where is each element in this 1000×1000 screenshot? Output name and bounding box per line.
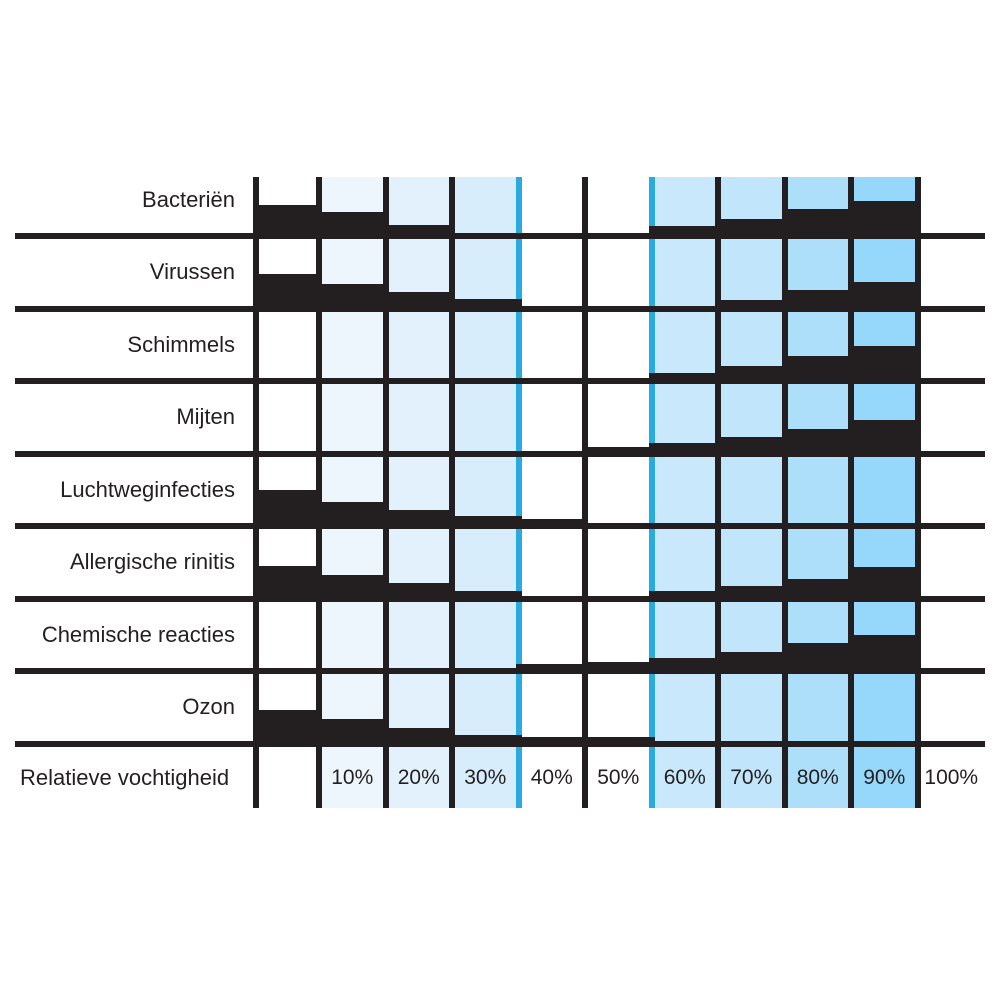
risk-wedge-segment [316,283,389,312]
risk-wedge-segment [715,585,788,602]
risk-wedge-segment [382,225,455,239]
risk-wedge-segment [781,289,854,312]
risk-wedge-segment [382,510,455,529]
risk-wedge-segment [648,590,721,602]
row-label: Bacteriën [142,186,235,212]
risk-wedge-segment [848,419,921,457]
risk-wedge-segment [781,643,854,674]
risk-wedge-segment [449,516,522,529]
grid-line-vertical [914,177,921,808]
humidity-tick-label: 90% [863,766,906,789]
risk-wedge-segment [515,519,588,529]
risk-wedge-segment [848,281,921,312]
risk-wedge-segment [648,226,721,239]
risk-wedge-segment [253,565,322,602]
humidity-tick-label: 30% [464,766,507,789]
column-fill [784,177,851,808]
x-axis-title: Relatieve vochtigheid [20,765,230,790]
row-label: Schimmels [127,331,235,357]
row-label: Luchtweginfecties [60,476,235,502]
risk-wedge-segment [316,718,389,747]
column-fill [452,177,519,808]
risk-wedge-segment [316,574,389,602]
grid-line-vertical [382,177,389,808]
column-fill [319,177,386,808]
humidity-tick-label: 40% [530,766,573,789]
risk-wedge-segment [316,502,389,529]
risk-wedge-segment [382,727,455,747]
risk-wedge-segment [253,273,322,312]
risk-wedge-segment [582,736,655,747]
risk-wedge-segment [781,356,854,384]
risk-wedge-segment [382,291,455,312]
column-fill [718,177,785,808]
column-fill [851,177,918,808]
row-label: Virussen [149,259,235,285]
risk-wedge-segment [848,201,921,239]
risk-wedge-segment [848,346,921,384]
grid-line-vertical [582,177,588,808]
risk-wedge-segment [449,734,522,747]
grid-line-vertical [781,177,788,808]
row-label: Ozon [182,694,235,720]
humidity-tick-label: 60% [663,766,706,789]
row-label: Chemische reacties [41,621,235,647]
grid-line-vertical [848,177,854,808]
risk-wedge-segment [648,373,721,384]
row-label: Mijten [176,404,235,430]
risk-wedge-segment [316,212,389,239]
grid-line-horizontal [15,378,985,384]
risk-wedge-segment [848,635,921,674]
grid-line-vertical [715,177,721,808]
risk-wedge-segment [848,566,921,602]
optimal-zone-line [515,177,522,808]
humidity-tick-label: 100% [924,766,979,789]
risk-wedge-segment [582,662,655,674]
risk-wedge-segment [253,709,322,747]
grid-line-vertical [449,177,455,808]
column-fill [651,177,718,808]
grid-line-horizontal [15,233,985,239]
risk-wedge-segment [781,428,854,457]
risk-wedge-segment [781,209,854,239]
risk-wedge-segment [449,590,522,602]
humidity-tick-label: 50% [597,766,640,789]
grid-line-horizontal [15,668,985,674]
risk-wedge-segment [715,219,788,239]
optimal-zone-line [648,177,655,808]
risk-wedge-segment [781,578,854,602]
risk-wedge-segment [648,658,721,674]
risk-wedge-segment [515,736,588,747]
humidity-tick-label: 20% [397,766,440,789]
risk-wedge-segment [582,446,655,457]
row-label: Allergische rinitis [69,549,235,575]
column-fill [385,177,452,808]
risk-wedge-segment [253,490,322,529]
risk-wedge-segment [253,205,322,239]
humidity-tick-label: 10% [331,766,374,789]
humidity-tick-label: 70% [730,766,773,789]
risk-wedge-segment [715,436,788,457]
risk-wedge-segment [449,298,522,312]
grid-line-horizontal [15,450,985,457]
risk-wedge-segment [382,582,455,602]
risk-wedge-segment [715,299,788,312]
risk-wedge-segment [648,442,721,457]
humidity-tick-label: 80% [796,766,839,789]
risk-wedge-segment [715,366,788,384]
risk-wedge-segment [715,652,788,674]
risk-wedge-segment [515,664,588,674]
